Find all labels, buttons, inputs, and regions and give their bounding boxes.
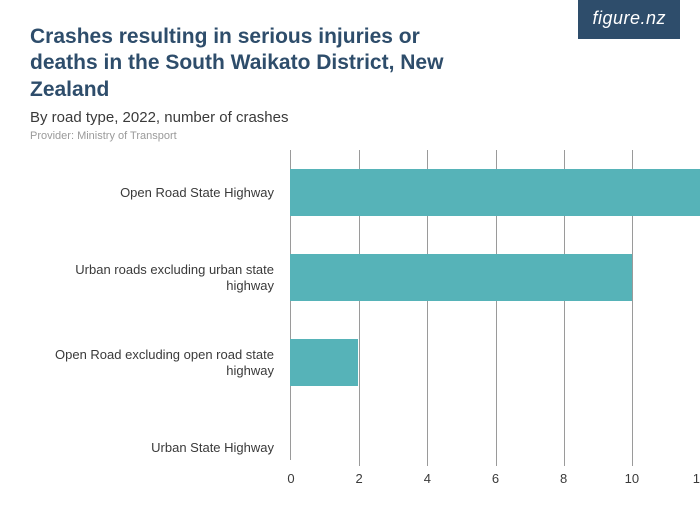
chart-title: Crashes resulting in serious injuries or…: [30, 24, 470, 103]
category-label: Urban State Highway: [30, 440, 282, 456]
chart-row: Urban State Highway: [30, 405, 700, 490]
bar: [290, 339, 358, 387]
chart-row: Open Road excluding open road state high…: [30, 320, 700, 405]
bar: [290, 169, 700, 217]
chart-row: Urban roads excluding urban state highwa…: [30, 235, 700, 320]
chart-provider: Provider: Ministry of Transport: [30, 130, 670, 142]
bar: [290, 254, 632, 302]
chart-subtitle: By road type, 2022, number of crashes: [30, 109, 670, 126]
chart-row: Open Road State Highway: [30, 150, 700, 235]
category-label: Open Road State Highway: [30, 185, 282, 201]
category-label: Urban roads excluding urban state highwa…: [30, 262, 282, 293]
category-label: Open Road excluding open road state high…: [30, 347, 282, 378]
figure-nz-logo: figure.nz: [578, 0, 680, 39]
bar-chart: 024681012 Open Road State HighwayUrban r…: [30, 150, 700, 490]
